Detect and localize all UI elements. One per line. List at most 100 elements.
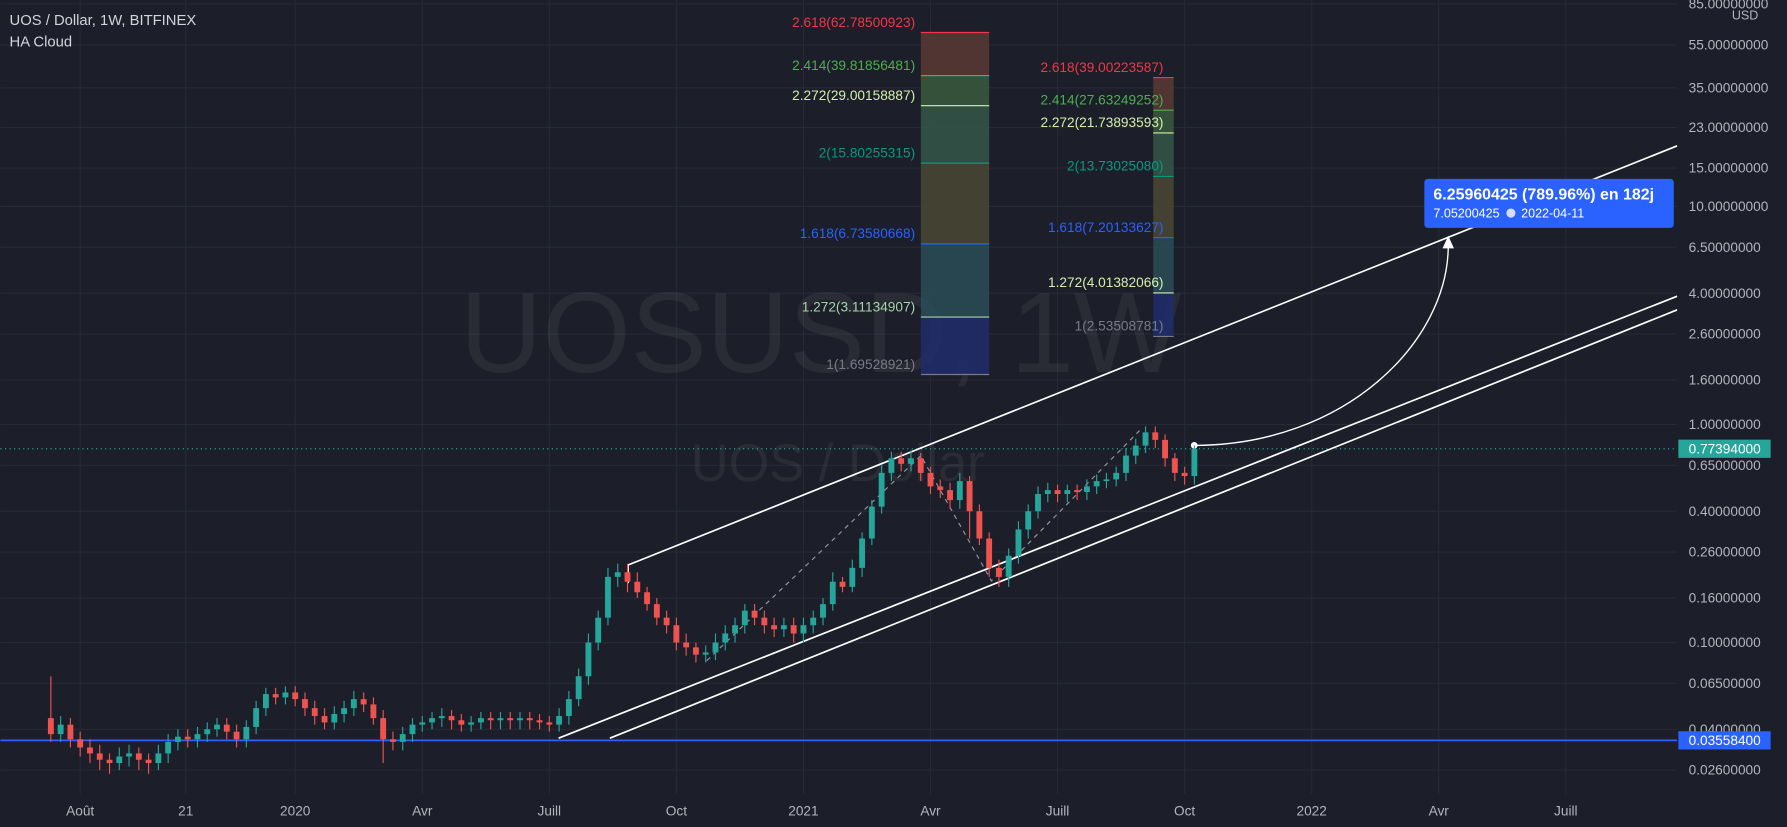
candle-body [370, 704, 377, 719]
candle-body [350, 699, 357, 709]
candle-body [810, 617, 817, 626]
candle-body [546, 722, 553, 725]
candle-body [1035, 493, 1041, 512]
grid [0, 0, 1678, 794]
candle-body [908, 458, 914, 464]
candle-body [1113, 472, 1120, 480]
fib-band [1153, 132, 1174, 177]
x-tick-label: 21 [178, 804, 193, 819]
x-tick-label: Juill [1554, 804, 1578, 819]
candle-body [986, 538, 993, 568]
candle-body [253, 708, 260, 727]
candle-body [487, 718, 494, 721]
candle-body [820, 604, 826, 618]
channel-line [558, 295, 1678, 739]
candle-body [771, 625, 778, 630]
fib-layer: 1(1.69528921) 1.272(3.11134907) 1.618(6.73… [792, 15, 1174, 376]
candle-body [702, 652, 709, 655]
y-tick-label: 0.26000000 [1689, 545, 1762, 560]
watermark-subtitle: UOS / Dollar [691, 435, 985, 493]
y-tick-label: 35.00000000 [1689, 80, 1769, 95]
fib-band [920, 163, 990, 244]
candle-body [966, 481, 973, 512]
candle-body [1142, 432, 1149, 446]
candle-body [947, 490, 953, 501]
x-tick-label: Avr [1429, 804, 1450, 819]
candle-body [849, 567, 856, 587]
fib-band [1153, 292, 1174, 337]
y-tick-label: 6.50000000 [1689, 240, 1762, 255]
candle-body [497, 718, 504, 721]
candle-body [282, 692, 289, 698]
candle-body [311, 708, 318, 717]
candle-body [331, 714, 338, 723]
candle-body [741, 610, 748, 626]
candle-body [126, 753, 132, 757]
price-axis [1677, 0, 1787, 827]
x-tick-label: Avr [412, 804, 433, 819]
candle-body [96, 753, 103, 760]
candle-body [1054, 490, 1061, 494]
zigzag [706, 430, 1140, 662]
fib-label: 1(1.69528921) [826, 357, 915, 372]
y-tick-label: 0.06500000 [1689, 676, 1762, 691]
candles [47, 426, 1198, 774]
candle-body [683, 642, 690, 648]
candle-body [194, 734, 201, 740]
candle-body [1123, 455, 1129, 473]
candle-body [526, 718, 533, 721]
candle-body [204, 729, 211, 735]
y-tick-label: 1.60000000 [1689, 373, 1762, 388]
candle-body [780, 625, 787, 630]
fib-label: 2.618(39.00223587) [1040, 60, 1163, 75]
candle-body [1025, 511, 1032, 530]
fib-band [1153, 110, 1174, 133]
candle-body [898, 458, 905, 464]
candle-body [1015, 529, 1022, 556]
y-tick-label: 85.00000000 [1689, 0, 1769, 11]
candle-body [155, 753, 162, 764]
y-tick-label: 15.00000000 [1689, 161, 1769, 176]
candle-body [761, 617, 768, 626]
candle-body [995, 567, 1002, 577]
x-tick-label: Juill [1046, 804, 1070, 819]
candle-body [184, 736, 191, 740]
candle-body [174, 736, 181, 742]
fib-label: 1.272(4.01382066) [1048, 275, 1163, 290]
candle-body [243, 726, 250, 740]
price-lines [0, 448, 1678, 742]
candle-body [634, 581, 641, 593]
y-tick-label: 23.00000000 [1689, 120, 1769, 135]
fib-label: 1(2.53508781) [1075, 319, 1164, 334]
candle-body [380, 718, 387, 740]
candle-body [517, 718, 523, 721]
candle-body [477, 718, 484, 723]
fib-band [920, 75, 990, 106]
candle-body [438, 716, 445, 719]
price-label-box [1678, 439, 1771, 458]
candle-body [722, 633, 729, 643]
projection-arrow [1194, 243, 1449, 447]
candle-body [585, 642, 592, 677]
arrow-head [1442, 235, 1454, 249]
fib-label: 1.272(3.11134907) [802, 299, 915, 314]
candle-body [47, 718, 54, 735]
candle-body [67, 724, 74, 740]
candle-body [77, 739, 84, 748]
candle-body [536, 720, 543, 723]
candle-body [360, 699, 367, 705]
candle-body [956, 481, 963, 501]
candle-body [1005, 555, 1012, 577]
candle-body [888, 458, 895, 473]
fib-band [1153, 237, 1174, 293]
x-tick-label: 2021 [788, 804, 818, 819]
currency-label: USD [1732, 8, 1758, 22]
candle-body [673, 625, 680, 643]
candle-body [1191, 448, 1198, 477]
candle-body [663, 617, 670, 626]
price-label-box [1678, 731, 1771, 750]
candle-body [868, 506, 875, 539]
candle-body [1083, 486, 1090, 493]
candle-body [1171, 458, 1178, 473]
